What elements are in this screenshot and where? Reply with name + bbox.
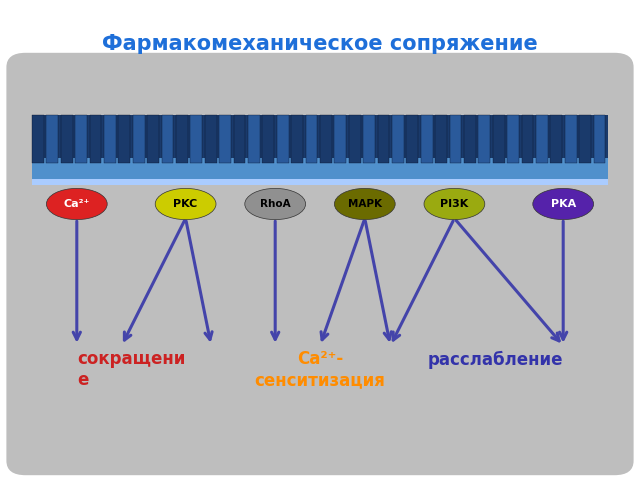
Bar — [435, 115, 447, 163]
Bar — [349, 115, 360, 163]
Bar — [479, 115, 490, 163]
Bar — [450, 115, 461, 163]
Bar — [176, 115, 188, 163]
Bar — [104, 115, 116, 163]
Text: MAPK: MAPK — [348, 199, 382, 209]
Bar — [32, 179, 608, 185]
Bar — [47, 115, 58, 163]
Bar — [191, 115, 202, 163]
Bar — [205, 115, 216, 163]
Bar — [219, 115, 231, 163]
Bar — [277, 115, 289, 163]
Bar — [76, 115, 87, 163]
Bar — [421, 115, 433, 163]
Text: RhoA: RhoA — [260, 199, 291, 209]
Text: PI3K: PI3K — [440, 199, 468, 209]
Bar — [234, 115, 245, 163]
Bar — [522, 115, 533, 163]
Bar — [90, 115, 101, 163]
Text: Ca²⁺-
сенситизация: Ca²⁺- сенситизация — [255, 350, 385, 389]
Bar — [464, 115, 476, 163]
Bar — [334, 115, 346, 163]
Bar — [579, 115, 591, 163]
Text: Фармакомеханическое сопряжение: Фармакомеханическое сопряжение — [102, 34, 538, 54]
Bar — [32, 115, 44, 163]
Text: PKC: PKC — [173, 199, 198, 209]
Ellipse shape — [533, 188, 594, 220]
Ellipse shape — [334, 188, 395, 220]
Bar — [406, 115, 418, 163]
Text: сокращени
е: сокращени е — [77, 350, 185, 389]
Ellipse shape — [155, 188, 216, 220]
Bar — [262, 115, 274, 163]
Bar — [32, 115, 608, 163]
Bar — [291, 115, 303, 163]
Ellipse shape — [46, 188, 107, 220]
Bar — [161, 115, 173, 163]
Bar — [594, 115, 605, 163]
Bar — [320, 115, 332, 163]
Bar — [248, 115, 260, 163]
Bar — [133, 115, 145, 163]
Bar — [378, 115, 389, 163]
Bar — [61, 115, 72, 163]
Text: PKA: PKA — [550, 199, 576, 209]
Bar — [147, 115, 159, 163]
Ellipse shape — [424, 188, 485, 220]
Bar — [364, 115, 375, 163]
Bar — [493, 115, 504, 163]
Text: расслабление: расслабление — [428, 350, 563, 369]
Bar — [306, 115, 317, 163]
FancyBboxPatch shape — [6, 53, 634, 475]
Bar — [536, 115, 548, 163]
Text: Ca²⁺: Ca²⁺ — [63, 199, 90, 209]
Bar — [550, 115, 562, 163]
Bar — [565, 115, 577, 163]
Bar — [118, 115, 130, 163]
Bar — [392, 115, 404, 163]
Bar — [32, 158, 608, 185]
Bar — [507, 115, 519, 163]
Ellipse shape — [244, 188, 306, 220]
